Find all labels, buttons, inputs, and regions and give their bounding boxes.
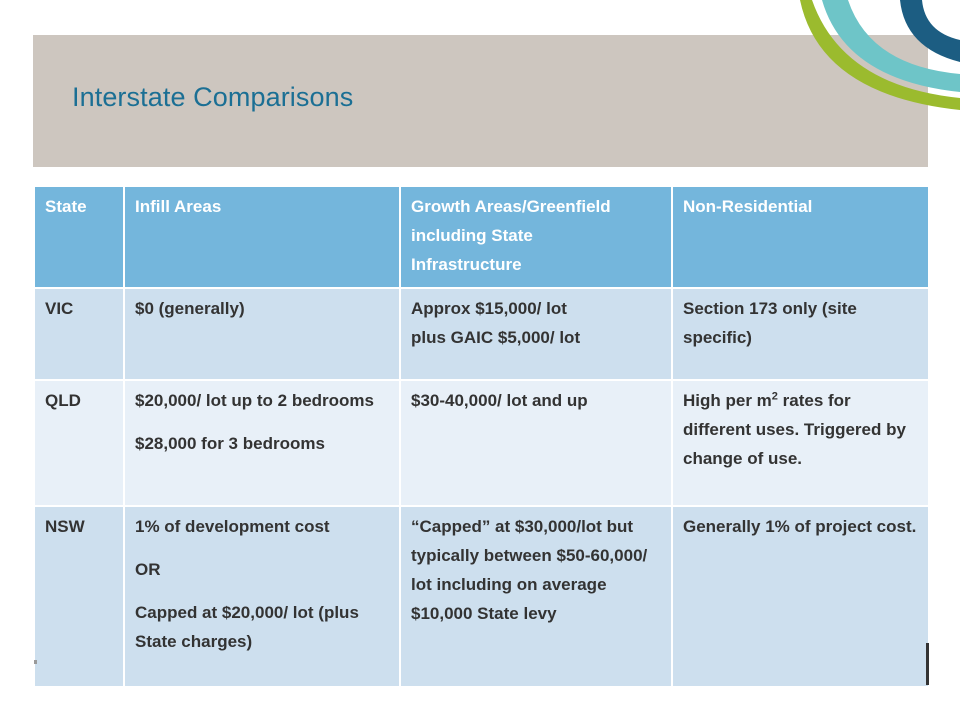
nsw-infill: 1% of development cost OR Capped at $20,… (123, 505, 401, 686)
header-state: State (33, 187, 125, 288)
table-header-row: State Infill Areas Growth Areas/Greenfie… (33, 187, 930, 288)
header-growth-line2: including State (411, 226, 533, 245)
nsw-infill-b: OR (135, 560, 161, 579)
nsw-infill-a: 1% of development cost (135, 517, 330, 536)
slide-title: Interstate Comparisons (72, 82, 354, 112)
vic-state: VIC (33, 287, 125, 380)
swoosh-green-arc (800, 0, 960, 110)
comparison-table: State Infill Areas Growth Areas/Greenfie… (33, 187, 930, 686)
vic-growth: Approx $15,000/ lot plus GAIC $5,000/ lo… (399, 287, 673, 380)
header-infill: Infill Areas (123, 187, 401, 288)
vic-growth-line1: Approx $15,000/ lot (411, 299, 567, 318)
qld-nonres: High per m2 rates for different uses. Tr… (671, 379, 930, 506)
nsw-growth: “Capped” at $30,000/lot but typically be… (399, 505, 673, 686)
qld-nonres-post: rates for different uses. Triggered by c… (683, 391, 906, 468)
edge-mark (926, 643, 929, 685)
qld-nonres-sup: 2 (771, 390, 778, 403)
header-band (33, 35, 928, 167)
header-nonres: Non-Residential (671, 187, 930, 288)
nsw-nonres: Generally 1% of project cost. (671, 505, 930, 686)
nsw-state: NSW (33, 505, 125, 686)
qld-infill-a: $20,000/ lot up to 2 bedrooms (135, 391, 375, 410)
qld-state: QLD (33, 379, 125, 506)
qld-nonres-pre: High per m (683, 391, 772, 410)
qld-growth: $30-40,000/ lot and up (399, 379, 673, 506)
table-row-qld: QLD $20,000/ lot up to 2 bedrooms $28,00… (33, 379, 930, 506)
table-row-vic: VIC $0 (generally) Approx $15,000/ lot p… (33, 287, 930, 380)
decorative-swoosh (800, 0, 960, 110)
swoosh-navy-arc (900, 0, 960, 62)
vic-nonres: Section 173 only (site specific) (671, 287, 930, 380)
edge-dot (34, 660, 37, 664)
vic-infill: $0 (generally) (123, 287, 401, 380)
qld-infill-b: $28,000 for 3 bedrooms (135, 434, 325, 453)
vic-growth-line2: plus GAIC $5,000/ lot (411, 328, 581, 347)
header-growth-line1: Growth Areas/Greenfield (411, 197, 611, 216)
header-growth: Growth Areas/Greenfield including State … (399, 187, 673, 288)
qld-infill: $20,000/ lot up to 2 bedrooms $28,000 fo… (123, 379, 401, 506)
swoosh-teal-arc (822, 0, 960, 92)
nsw-infill-c: Capped at $20,000/ lot (plus State charg… (135, 603, 359, 651)
header-growth-line3: Infrastructure (411, 255, 522, 274)
table-row-nsw: NSW 1% of development cost OR Capped at … (33, 505, 930, 686)
